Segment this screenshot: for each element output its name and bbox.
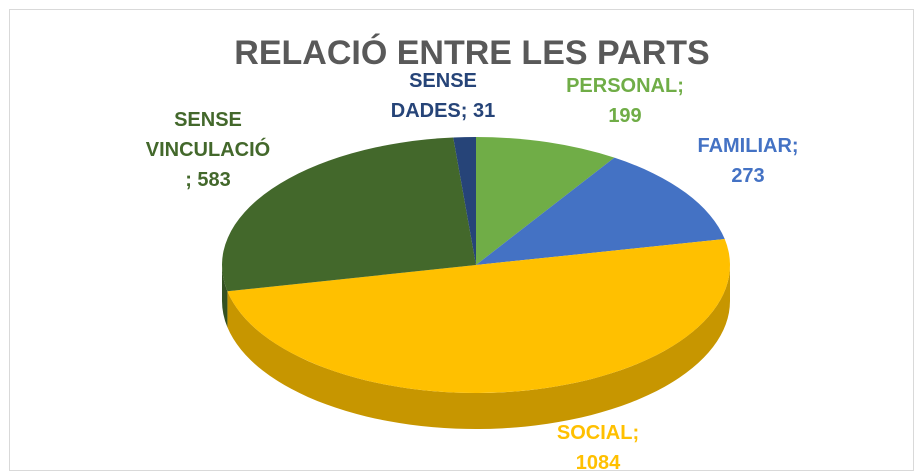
data-label: SENSE VINCULACIÓ; 583 — [146, 109, 270, 191]
pie-slice-side — [222, 265, 228, 328]
pie-slice — [453, 137, 476, 265]
pie-slice — [222, 137, 476, 292]
pie-slice — [476, 137, 615, 265]
pie-slice-side — [227, 265, 730, 429]
pie-slice — [476, 157, 725, 265]
data-label: SOCIAL; 1084 — [557, 422, 639, 472]
data-label: FAMILIAR; 273 — [697, 135, 798, 187]
pie-slice — [227, 239, 730, 393]
data-label: PERSONAL; 199 — [566, 75, 684, 127]
chart-title: RELACIÓ ENTRE LES PARTS — [234, 34, 709, 72]
data-label: SENSE DADES; 31 — [391, 70, 495, 122]
